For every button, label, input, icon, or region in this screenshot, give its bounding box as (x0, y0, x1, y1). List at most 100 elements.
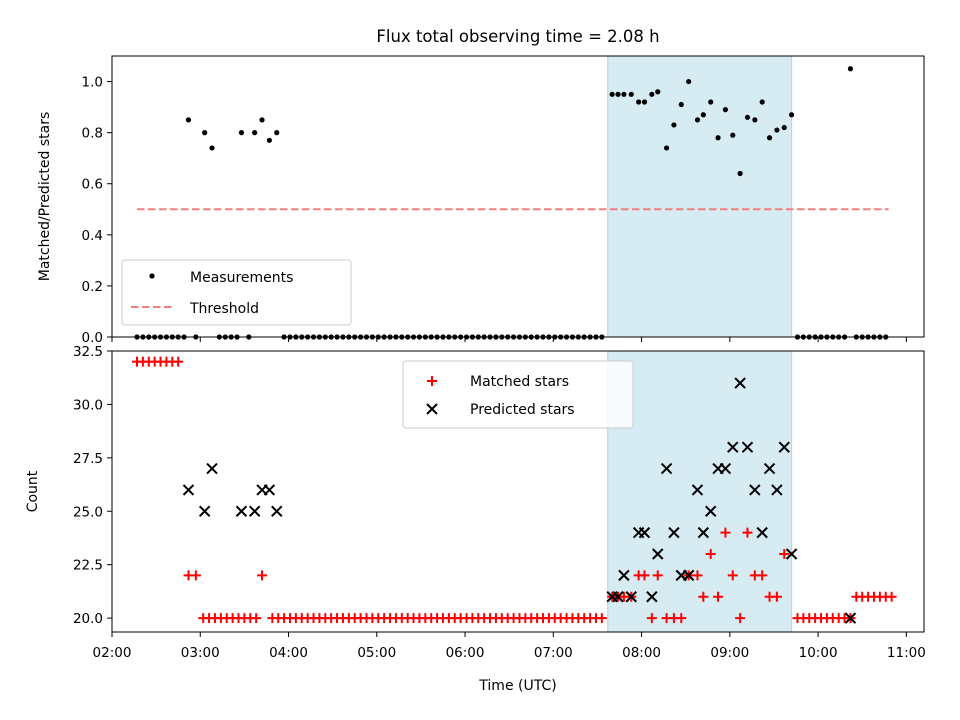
matched-star-point (742, 527, 753, 538)
measurement-point (759, 99, 765, 105)
ratio-axis-ticks: 0.0 0.2 0.4 0.6 0.8 1.0 (82, 75, 907, 346)
y-tick-label: 32.5 (73, 344, 103, 360)
count-legend: Matched stars Predicted stars (402, 360, 634, 429)
predicted-star-point (756, 526, 768, 539)
predicted-star-point (638, 526, 651, 539)
matched-star-point (735, 613, 746, 624)
matched-star-point (652, 570, 663, 581)
x-tick-label: 04:00 (269, 645, 308, 661)
measurement-point (671, 122, 677, 128)
predicted-star-point (235, 505, 248, 517)
y-tick-label: 1.0 (82, 75, 103, 91)
predicted-star-point (697, 526, 710, 539)
predicted-star-point (727, 441, 739, 453)
measurement-point (722, 107, 729, 113)
ratio-panel: Flux total observing time = 2.08 h Match… (37, 27, 925, 346)
matched-star-point (251, 613, 262, 624)
matched-star-point (757, 570, 768, 581)
x-tick-label: 09:00 (710, 645, 749, 661)
time-x-axis-label: Time (UTC) (478, 678, 556, 694)
predicted-star-point (618, 569, 630, 582)
y-tick-label: 0.4 (82, 228, 103, 244)
measurement-point (641, 99, 648, 105)
measurement-point (252, 130, 258, 136)
measurement-point (636, 99, 642, 105)
predicted-star-point (271, 505, 283, 517)
predicted-star-point (660, 462, 673, 475)
predicted-star-point (778, 441, 790, 453)
y-tick-label: 0.2 (82, 279, 103, 295)
ratio-plot-frame (111, 55, 925, 338)
measurement-point (686, 78, 692, 85)
measurement-point (259, 117, 265, 123)
matched-star-point (646, 613, 657, 624)
measurement-point (700, 112, 706, 118)
x-tick-label: 11:00 (887, 645, 926, 661)
y-tick-label: 0.8 (82, 126, 103, 142)
legend-predicted-label: Predicted stars (470, 402, 575, 418)
matched-star-point (692, 570, 703, 581)
y-tick-label: 20.0 (73, 611, 103, 627)
measurement-point (628, 91, 634, 97)
predicted-star-point (248, 505, 261, 517)
ratio-legend-box (121, 259, 352, 326)
predicted-star-point (749, 484, 761, 496)
predicted-star-point (206, 462, 218, 475)
y-tick-label: 25.0 (73, 504, 103, 520)
figure-title: Flux total observing time = 2.08 h (376, 27, 659, 46)
y-tick-label: 0.0 (82, 330, 103, 346)
measurement-point (715, 135, 721, 141)
legend-threshold-label: Threshold (189, 301, 259, 317)
count-y-axis-label: Count (25, 470, 41, 512)
matched-star-point (639, 570, 650, 581)
predicted-star-point (182, 484, 195, 496)
predicted-star-point (691, 484, 704, 496)
measurement-point (609, 91, 615, 97)
measurement-point (238, 130, 245, 136)
measurement-point (202, 130, 208, 136)
predicted-star-point (198, 505, 211, 517)
ratio-legend: Measurements Threshold (121, 259, 352, 326)
x-tick-label: 07:00 (534, 645, 573, 661)
measurement-point (752, 117, 758, 123)
predicted-star-point (785, 548, 798, 560)
predicted-star-point (763, 462, 776, 475)
measurement-point (209, 145, 215, 151)
predicted-star-point (719, 462, 732, 475)
measurement-point (266, 137, 272, 143)
measurement-point (789, 112, 795, 118)
predicted-star-point (844, 612, 857, 624)
legend-matched-marker (427, 376, 437, 386)
predicted-star-point (263, 484, 276, 496)
matched-star-point (779, 549, 790, 560)
observing-window-span-top (607, 55, 793, 338)
measurement-point (274, 130, 280, 136)
x-tick-label: 02:00 (93, 645, 132, 661)
matched-star-point (596, 613, 607, 624)
predicted-star-point (734, 377, 746, 389)
legend-matched-label: Matched stars (470, 374, 569, 390)
measurement-point (847, 66, 854, 72)
measurement-point (621, 91, 627, 97)
x-tick-label: 08:00 (622, 645, 661, 661)
legend-measurements-label: Measurements (190, 270, 293, 286)
measurement-point (737, 170, 743, 177)
count-panel: Count Time (UTC) 20.0 22.5 25.0 27.5 30.0 32.… (25, 344, 926, 694)
count-plot-frame (111, 350, 925, 633)
matched-star-point (771, 591, 782, 602)
measurement-point (744, 114, 751, 120)
legend-predicted-marker (426, 403, 438, 415)
measurement-point (708, 99, 714, 105)
matched-star-point (727, 570, 738, 581)
matched-star-point (698, 591, 709, 602)
measurement-point (766, 135, 773, 141)
matched-star-point (190, 570, 201, 581)
x-tick-label: 06:00 (446, 645, 485, 661)
measurement-point (615, 91, 621, 97)
matched-star-point (173, 356, 184, 367)
predicted-star-point (612, 591, 624, 603)
matched-star-point (886, 591, 897, 602)
y-tick-label: 27.5 (73, 451, 103, 467)
x-tick-label: 05:00 (357, 645, 396, 661)
